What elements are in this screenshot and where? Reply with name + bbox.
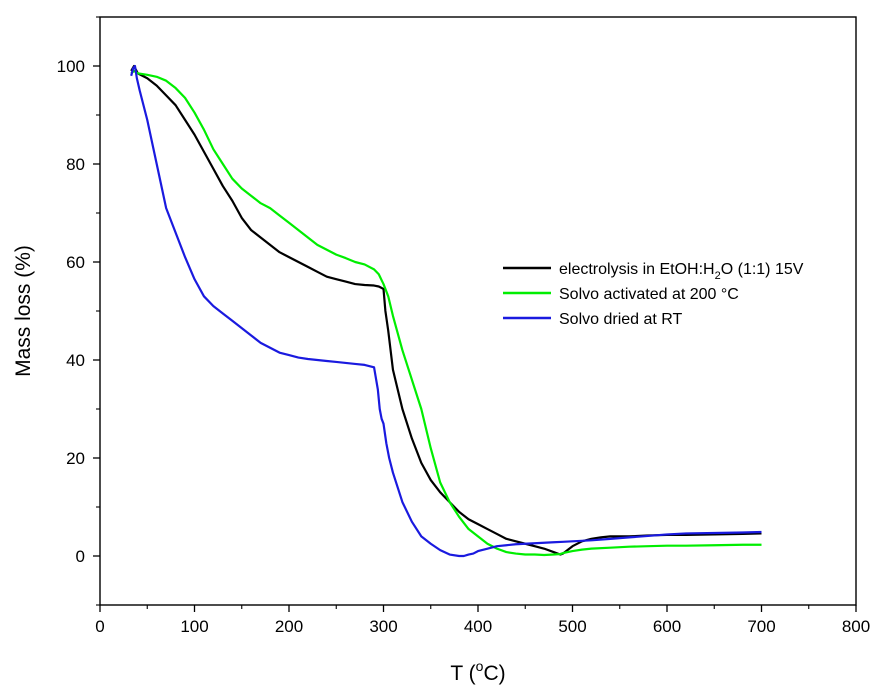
axis-tick-labels: 0 100 200 300 400 500 600 700 800 0 20 40 60 80 100 [57, 57, 871, 636]
series-line-2 [130, 69, 762, 557]
x-tick-label: 600 [653, 617, 681, 636]
legend-label-1: electrolysis in EtOH:H2O (1:1) 15V [559, 261, 804, 282]
x-tick-label: 100 [180, 617, 208, 636]
series-layer [130, 64, 762, 558]
legend-label-text: Solvo dried at RT [559, 311, 683, 328]
x-tick-label: 700 [747, 617, 775, 636]
x-tick-label: 400 [464, 617, 492, 636]
y-tick-label: 20 [66, 449, 85, 468]
y-tick-label: 100 [57, 57, 85, 76]
y-tick-label: 0 [76, 547, 85, 566]
x-tick-label: 0 [95, 617, 104, 636]
plot-frame [99, 16, 857, 606]
legend-label-subscript: 2 [715, 270, 721, 282]
x-axis-title: T (oC) [450, 658, 505, 685]
y-tick-label: 40 [66, 351, 85, 370]
x-tick-label: 500 [558, 617, 586, 636]
legend-label-text: electrolysis in EtOH:H [559, 261, 715, 278]
legend-label-text-tail: O (1:1) 15V [721, 261, 804, 278]
legend-label-text: Solvo activated at 200 °C [559, 286, 739, 303]
x-tick-label: 800 [842, 617, 870, 636]
legend-label-2: Solvo activated at 200 °C [559, 286, 739, 303]
y-tick-label: 60 [66, 253, 85, 272]
x-axis-title-superscript: o [476, 658, 484, 674]
x-axis-title-main: T ( [450, 662, 475, 685]
series-line-3 [130, 64, 762, 558]
legend: electrolysis in EtOH:H2O (1:1) 15V Solvo … [503, 261, 804, 328]
y-tick-label: 80 [66, 155, 85, 174]
y-axis-title: Mass loss (%) [12, 245, 35, 377]
series-line-1 [130, 64, 762, 556]
x-tick-label: 300 [369, 617, 397, 636]
x-axis-title-tail: C) [483, 662, 505, 685]
legend-label-3: Solvo dried at RT [559, 311, 683, 328]
x-tick-label: 200 [275, 617, 303, 636]
